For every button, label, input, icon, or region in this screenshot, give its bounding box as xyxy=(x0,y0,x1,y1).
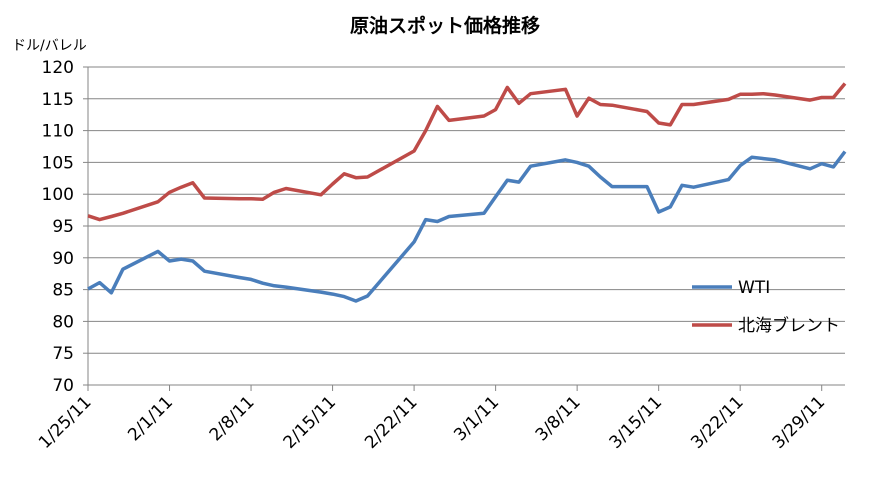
x-tick-label: 2/22/11 xyxy=(361,392,421,452)
x-tick-label: 3/15/11 xyxy=(606,392,666,452)
x-tick-label: 2/15/11 xyxy=(280,392,340,452)
x-tick-label: 3/22/11 xyxy=(687,392,747,452)
y-tick-label: 75 xyxy=(52,344,74,364)
chart-title: 原油スポット価格推移 xyxy=(350,14,540,37)
series-line xyxy=(87,82,847,222)
x-tick-label: 3/1/11 xyxy=(450,392,503,445)
y-tick-label: 80 xyxy=(52,312,74,332)
y-tick-label: 110 xyxy=(42,122,74,142)
y-tick-label: 100 xyxy=(42,185,74,205)
y-axis-label: ドル/バレル xyxy=(12,38,87,54)
legend-label: WTI xyxy=(738,278,770,298)
y-tick-label: 85 xyxy=(52,281,74,301)
x-tick-label: 1/25/11 xyxy=(35,392,95,452)
x-tick-label: 3/8/11 xyxy=(532,392,585,445)
y-tick-label: 120 xyxy=(42,58,74,78)
series-line xyxy=(87,150,847,303)
legend-label: 北海ブレント xyxy=(738,315,840,336)
x-tick-label: 3/29/11 xyxy=(769,392,829,452)
y-tick-label: 115 xyxy=(42,90,74,110)
y-tick-label: 70 xyxy=(52,376,74,396)
x-tick-label: 2/8/11 xyxy=(206,392,259,445)
x-tick-label: 2/1/11 xyxy=(124,392,177,445)
y-tick-label: 105 xyxy=(42,153,74,173)
y-tick-label: 90 xyxy=(52,249,74,269)
y-tick-label: 95 xyxy=(52,217,74,237)
